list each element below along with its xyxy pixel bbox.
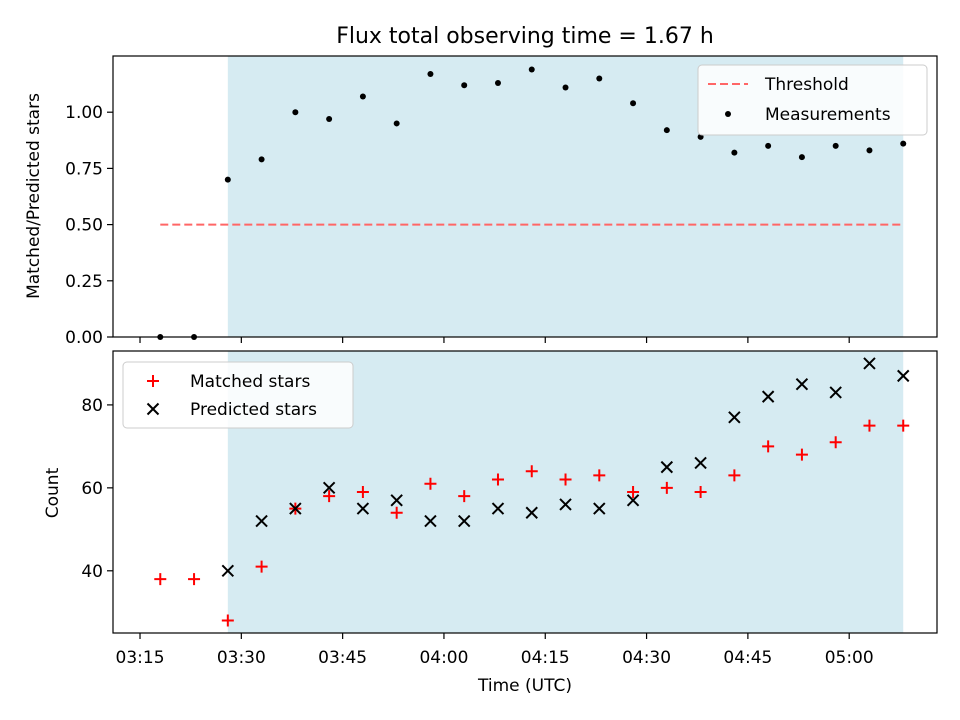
predicted-stars-point [424, 514, 437, 528]
predicted-stars-point [829, 386, 842, 399]
measurement-point [798, 154, 805, 161]
top-panel: 0.00 0.25 0.50 0.75 1.00 Threshold Measurement… [65, 55, 938, 348]
predicted-stars-point [761, 390, 775, 403]
legend-matched-swatch [147, 375, 159, 387]
measurement-point [224, 176, 231, 183]
measurement-point [663, 127, 670, 134]
matched-stars-point [694, 486, 707, 498]
measurement-point [393, 120, 400, 127]
predicted-stars-point [289, 502, 302, 515]
predicted-stars-point [694, 456, 707, 470]
matched-stars-point [525, 465, 538, 478]
measurement-point [832, 142, 839, 149]
matched-stars-point [424, 477, 437, 490]
predicted-stars-point [255, 514, 268, 528]
y-tick-label: 40 [81, 562, 103, 582]
matched-stars-point [188, 573, 201, 586]
top-y-axis-label: Matched/Predicted stars [24, 93, 44, 299]
y-tick-label: 80 [81, 396, 103, 416]
x-tick-label: 04:30 [622, 648, 671, 668]
y-tick-label: 0.75 [65, 159, 103, 179]
legend-label: Predicted stars [190, 400, 317, 420]
legend: Threshold Measurements [697, 64, 928, 136]
predicted-stars-point [458, 514, 471, 528]
predicted-stars-point [221, 564, 235, 578]
measurement-point [427, 70, 434, 77]
matched-stars-point [593, 469, 606, 482]
plot-frame [112, 55, 938, 338]
matched-stars-point [829, 436, 842, 449]
measurement-point [359, 93, 366, 100]
predicted-stars-point [356, 502, 370, 515]
predicted-stars-point [660, 460, 674, 474]
measurement-point [866, 147, 873, 154]
legend-predicted-swatch [146, 402, 160, 416]
matched-stars-point [221, 614, 234, 627]
x-tick-label: 05:00 [825, 648, 874, 668]
matched-stars-point [356, 486, 369, 498]
matched-stars-point [795, 448, 808, 461]
matched-stars-point [762, 440, 775, 453]
measurement-point [900, 140, 907, 147]
x-tick-label: 03:45 [318, 648, 367, 668]
legend-label: Threshold [764, 75, 849, 95]
measurement-point [528, 66, 535, 73]
measurement-point [258, 156, 265, 163]
x-tick-label: 04:15 [521, 648, 570, 668]
matched-stars-point [660, 481, 673, 494]
x-tick-label: 04:45 [723, 648, 772, 668]
legend-box [122, 361, 354, 429]
legend: Matched stars Predicted stars [122, 361, 354, 429]
bottom-y-axis-label: Count [43, 467, 63, 518]
matched-stars-point [154, 573, 167, 586]
matched-stars-point [897, 419, 910, 432]
measurement-point [461, 82, 468, 89]
matched-stars-point [728, 469, 741, 482]
matched-stars-point [863, 419, 876, 432]
chart-title: Flux total observing time = 1.67 h [336, 24, 714, 49]
x-tick-label: 04:00 [419, 648, 468, 668]
predicted-stars-point [728, 411, 741, 424]
predicted-stars-point [795, 377, 809, 391]
measurement-point [326, 115, 333, 122]
y-tick-label: 0.00 [65, 328, 103, 348]
bottom-panel: 40 60 80 03:15 03:30 03:45 04:00 04:15 04:30 04:4… [81, 350, 938, 668]
measurement-point [630, 100, 637, 107]
matched-stars-point [390, 506, 403, 519]
measurement-point [292, 109, 299, 116]
predicted-stars-point [897, 369, 910, 383]
predicted-stars-point [491, 502, 505, 515]
measurement-point [596, 75, 603, 82]
y-tick-label: 60 [81, 479, 103, 499]
matched-stars-point [491, 473, 504, 486]
measurement-point [494, 79, 501, 86]
y-tick-label: 1.00 [65, 103, 103, 123]
y-tick-label: 0.25 [65, 272, 103, 292]
matched-stars-point [559, 473, 572, 486]
plot-frame [112, 350, 938, 634]
x-tick-label: 03:15 [116, 648, 165, 668]
legend-label: Measurements [765, 105, 891, 125]
predicted-stars-point [626, 494, 640, 507]
matched-stars-point [323, 490, 336, 503]
measurement-point [765, 142, 772, 149]
measurement-point [562, 84, 569, 91]
measurement-point [731, 149, 738, 156]
matched-stars-point [255, 560, 268, 573]
matched-stars-point [458, 490, 471, 503]
legend-label: Matched stars [190, 372, 310, 392]
predicted-stars-point [863, 357, 876, 370]
legend-box [697, 64, 928, 136]
y-tick-label: 0.50 [65, 216, 103, 236]
predicted-stars-point [322, 481, 336, 495]
matched-stars-point [627, 486, 640, 498]
predicted-stars-point [525, 506, 538, 519]
predicted-stars-point [593, 502, 606, 515]
x-axis-label: Time (UTC) [477, 676, 572, 696]
predicted-stars-point [390, 494, 403, 507]
x-tick-label: 03:30 [217, 648, 266, 668]
predicted-stars-point [559, 498, 572, 511]
legend-measurements-swatch [725, 111, 731, 117]
